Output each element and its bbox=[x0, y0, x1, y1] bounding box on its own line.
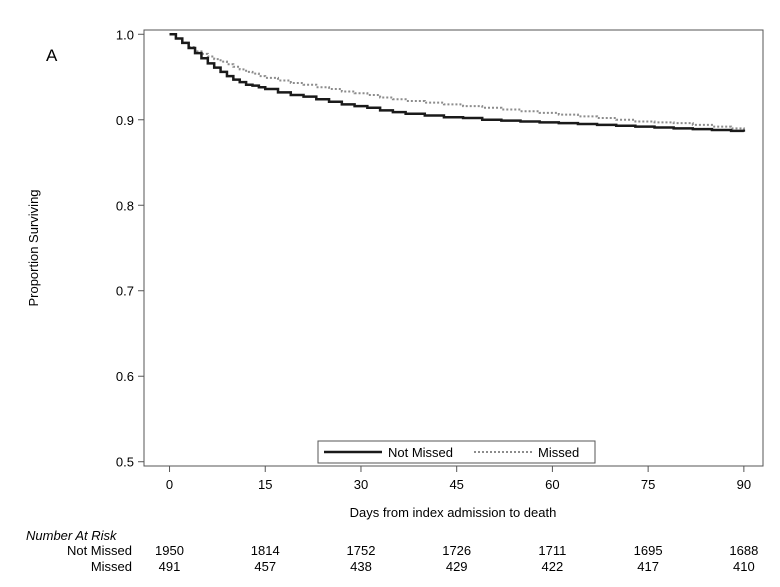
risk-cell: 1726 bbox=[442, 543, 472, 558]
x-tick-label: 90 bbox=[737, 477, 751, 492]
x-tick-label: 15 bbox=[258, 477, 272, 492]
risk-cell: 457 bbox=[254, 559, 277, 574]
risk-cell: 417 bbox=[637, 559, 659, 574]
x-tick-label: 30 bbox=[354, 477, 368, 492]
risk-cell: 1695 bbox=[633, 543, 663, 558]
panel-label: A bbox=[46, 46, 58, 65]
legend: Not Missed Missed bbox=[317, 440, 596, 464]
series-line-not-missed bbox=[169, 33, 746, 133]
risk-cell: 429 bbox=[445, 559, 468, 574]
x-tick-label: 75 bbox=[641, 477, 655, 492]
y-tick-label: 0.8 bbox=[116, 198, 134, 213]
risk-cell: 1688 bbox=[729, 543, 759, 558]
risk-row-label: Missed bbox=[90, 559, 132, 574]
y-tick-label: 0.5 bbox=[116, 455, 134, 470]
series-layer bbox=[169, 33, 746, 133]
y-axis-label: Proportion Surviving bbox=[26, 189, 41, 306]
legend-label-missed: Missed bbox=[538, 445, 579, 460]
risk-table-title: Number At Risk bbox=[26, 528, 117, 543]
x-tick-label: 0 bbox=[166, 477, 173, 492]
x-axis-label: Days from index admission to death bbox=[350, 505, 557, 520]
risk-cell: 438 bbox=[350, 559, 372, 574]
y-tick-label: 0.7 bbox=[116, 284, 134, 299]
x-tick-label: 60 bbox=[545, 477, 559, 492]
risk-cell: 1814 bbox=[250, 543, 280, 558]
x-tick-label: 45 bbox=[449, 477, 463, 492]
y-tick-label: 1.0 bbox=[116, 27, 134, 42]
risk-cell: 1752 bbox=[346, 543, 376, 558]
y-axis: 0.5 0.6 0.7 0.8 0.9 1.0 bbox=[116, 27, 144, 470]
plot-frame bbox=[143, 29, 764, 467]
legend-box bbox=[317, 440, 596, 464]
risk-row-label: Not Missed bbox=[66, 543, 132, 558]
risk-cell: 422 bbox=[541, 559, 564, 574]
series-line-missed bbox=[169, 33, 745, 131]
risk-cell: 1711 bbox=[538, 543, 567, 558]
risk-cell: 491 bbox=[158, 559, 181, 574]
risk-cell: 410 bbox=[732, 559, 755, 574]
legend-label-not-missed: Not Missed bbox=[388, 445, 453, 460]
y-tick-label: 0.6 bbox=[116, 369, 134, 384]
risk-cell: 1950 bbox=[155, 543, 184, 558]
y-tick-label: 0.9 bbox=[116, 113, 134, 128]
x-axis: 0 15 30 45 60 75 90 bbox=[166, 466, 751, 492]
